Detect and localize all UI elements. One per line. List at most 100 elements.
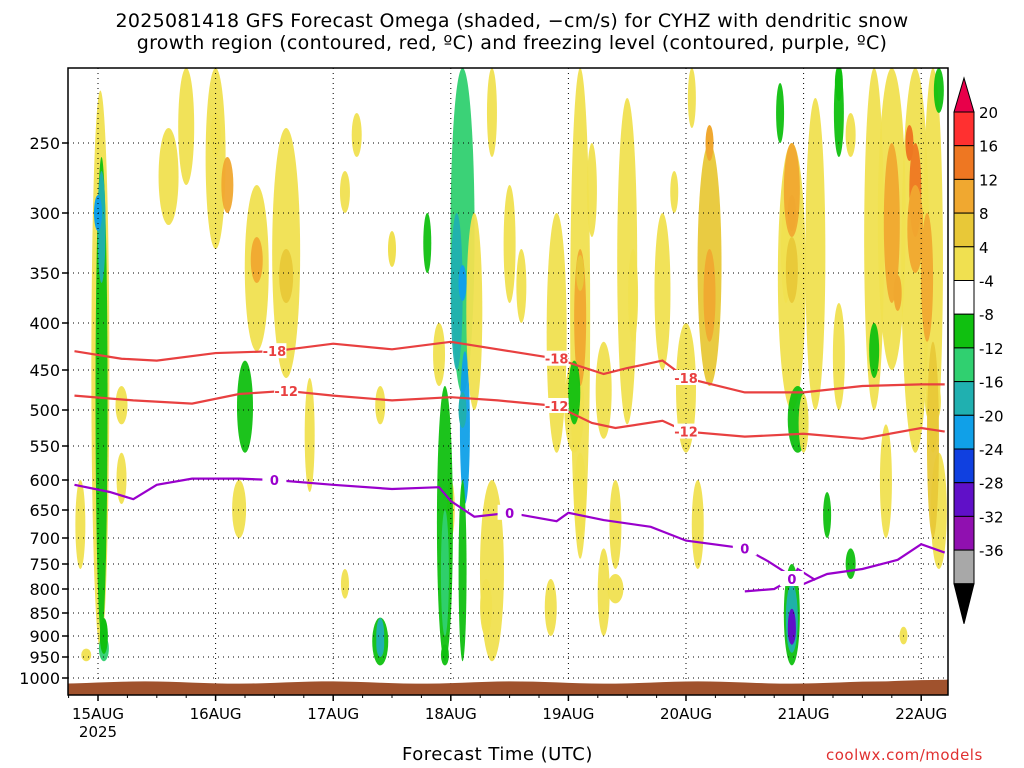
- omega-cell: [654, 213, 671, 370]
- omega-cell: [832, 303, 845, 410]
- contour-line-0: [74, 477, 946, 586]
- omega-cell-data: [576, 255, 585, 291]
- chart-title-line-1: 2025081418 GFS Forecast Omega (shaded, −…: [115, 10, 909, 32]
- contour-label-bg: [497, 504, 522, 520]
- omega-cell: [703, 249, 716, 342]
- colorbar-top-arrow: [953, 76, 975, 113]
- omega-cell-data: [388, 231, 396, 267]
- omega-cell-data: [893, 275, 902, 311]
- omega-cell: [237, 360, 253, 453]
- omega-cell: [595, 341, 612, 439]
- omega-cell: [339, 171, 350, 213]
- contour-label: -18: [263, 345, 287, 360]
- y-tick-label: 750: [29, 555, 60, 574]
- omega-cell: [546, 213, 567, 453]
- y-tick-label: 700: [29, 529, 60, 548]
- colorbar-bottom-arrow: [953, 583, 975, 624]
- omega-cell: [607, 574, 624, 604]
- colorbar-label: -36: [979, 542, 1004, 560]
- omega-cell: [516, 249, 527, 323]
- omega-cell: [250, 237, 263, 283]
- omega-cell: [845, 113, 856, 157]
- omega-cell: [95, 157, 108, 636]
- omega-cell: [440, 510, 449, 636]
- omega-cell: [433, 323, 446, 386]
- ground-surface: [68, 679, 948, 695]
- omega-cell: [785, 237, 798, 303]
- omega-shading-layer: [75, 68, 947, 666]
- omega-cell: [480, 579, 493, 636]
- omega-cell: [116, 452, 127, 504]
- omega-cell: [670, 171, 679, 213]
- omega-cell: [304, 378, 315, 492]
- contour-label: -12: [545, 400, 569, 415]
- chart-title-line-2: growth region (contoured, red, ºC) and f…: [136, 32, 888, 54]
- contour-label-bg: [779, 571, 804, 586]
- omega-cell: [75, 480, 86, 569]
- colorbar-label: -8: [979, 306, 994, 324]
- colorbar-segment: [953, 448, 975, 484]
- x-axis: 15AUG 16AUG 17AUG 18AUG 19AUG 20AUG 21AUG 22AUG…: [68, 695, 947, 741]
- omega-cell-data: [705, 125, 714, 161]
- x-tick-label: 15AUG: [72, 705, 124, 723]
- omega-cell: [503, 185, 516, 303]
- omega-cell: [617, 98, 638, 425]
- colorbar-segment: [953, 347, 975, 383]
- omega-cell: [544, 579, 557, 636]
- x-tick-label: 20AUG: [660, 705, 712, 723]
- colorbar-label: 16: [979, 138, 998, 156]
- colorbar-segment: [953, 178, 975, 214]
- colorbar-segment: [953, 246, 975, 282]
- omega-cell: [883, 143, 900, 303]
- omega-cell: [158, 128, 179, 225]
- colorbar-segment: [953, 145, 975, 180]
- y-tick-label: 250: [29, 134, 60, 153]
- x-tick-label: 16AUG: [190, 705, 242, 723]
- omega-cell: [574, 452, 587, 538]
- colorbar-label: -4: [979, 273, 994, 291]
- contour-label-bg: [674, 423, 698, 439]
- colorbar-label: -20: [979, 407, 1004, 425]
- y-tick-label: 400: [29, 314, 60, 333]
- plot-frame: [67, 67, 949, 696]
- credit-link[interactable]: coolwx.com/models: [826, 746, 983, 764]
- contour-label-bg: [274, 382, 299, 398]
- omega-cell: [459, 351, 470, 504]
- contour-label-bg: [674, 370, 698, 385]
- colorbar-segment: [953, 414, 975, 450]
- y-tick-label: 650: [29, 501, 60, 520]
- y-tick-label: 800: [29, 580, 60, 599]
- colorbar-segment: [953, 212, 975, 248]
- x-tick-label: 18AUG: [425, 705, 477, 723]
- y-tick-label: 1000: [19, 669, 60, 688]
- y-tick-label: 850: [29, 604, 60, 623]
- omega-cell: [375, 386, 386, 425]
- y-tick-label: 450: [29, 361, 60, 380]
- omega-cell: [879, 424, 892, 538]
- contour-label-bg: [262, 343, 287, 359]
- omega-cell-data: [787, 608, 796, 645]
- omega-cell: [864, 68, 885, 410]
- colorbar-segment: [953, 549, 975, 585]
- ground-layer: [68, 679, 948, 695]
- grid-layer: [68, 68, 948, 695]
- omega-cell: [450, 213, 463, 370]
- y-tick-label: 900: [29, 627, 60, 646]
- omega-cell: [221, 157, 234, 213]
- colorbar: 20 16 12 8 4 -4 -8 -12 -16 -20 -24 -28 -32 -36: [953, 76, 1004, 624]
- omega-cell: [691, 480, 704, 569]
- colorbar-segment: [953, 313, 975, 349]
- omega-cell: [423, 213, 432, 273]
- contour-label: -18: [545, 353, 569, 368]
- omega-cell: [823, 492, 832, 538]
- omega-cell: [609, 480, 622, 569]
- omega-cell-data: [376, 618, 385, 654]
- contour-layer: -18 -18 -18 -12 -12 -12 0 0 0 0: [74, 340, 946, 593]
- contour-label-bg: [262, 472, 287, 487]
- omega-cell: [676, 323, 696, 453]
- colorbar-label: -24: [979, 441, 1004, 459]
- omega-cell: [933, 68, 944, 113]
- omega-cell-data: [458, 392, 467, 428]
- omega-cell: [869, 323, 880, 378]
